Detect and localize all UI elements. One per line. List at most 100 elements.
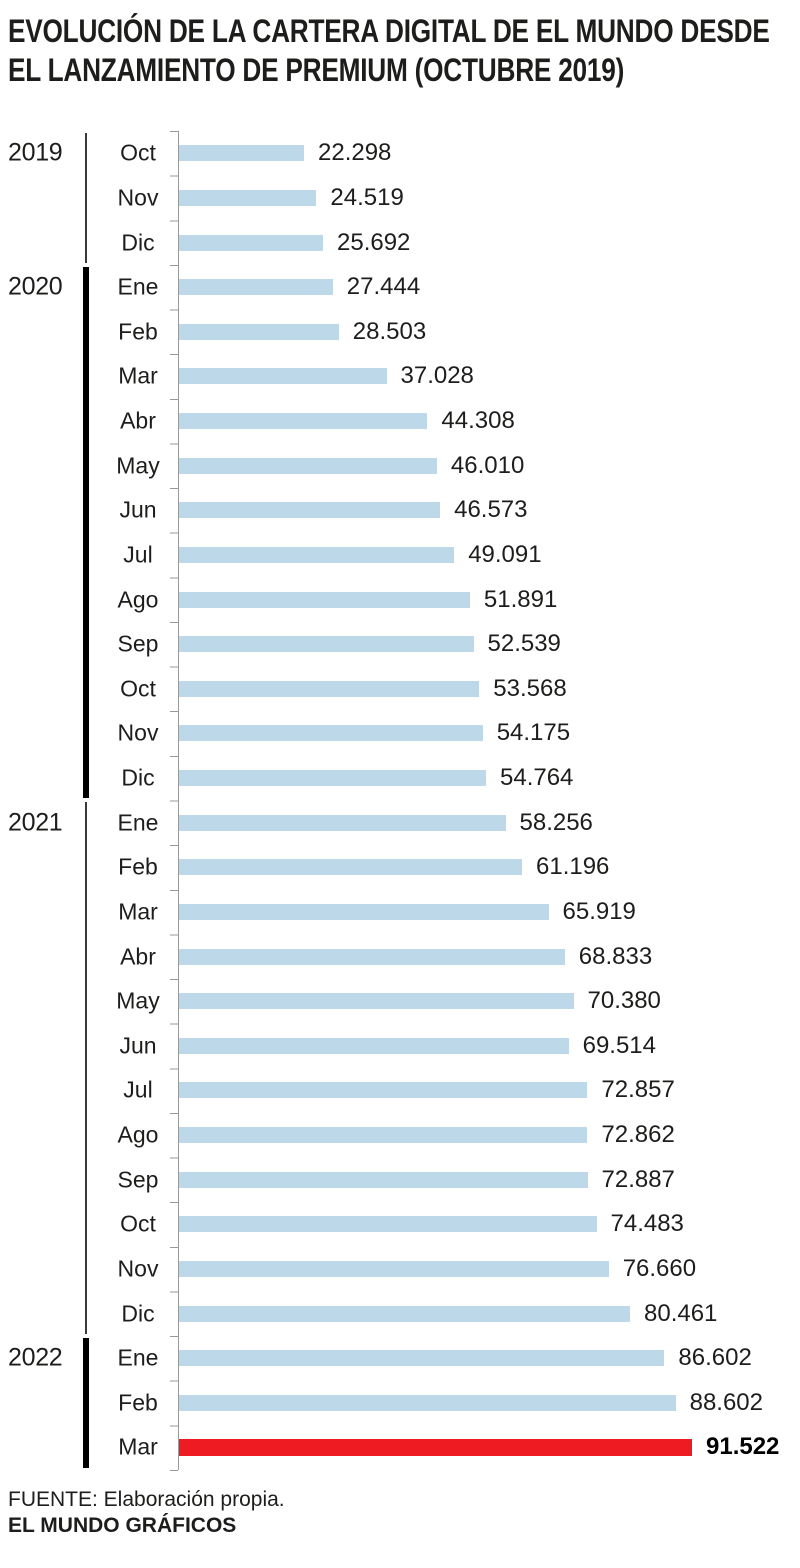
chart-row: Nov 54.175	[0, 711, 800, 756]
bar-cell: 91.522	[179, 1425, 800, 1470]
chart-row: Dic 25.692	[0, 220, 800, 265]
chart-row: Jun 46.573	[0, 488, 800, 533]
month-label: Nov	[117, 184, 159, 211]
bar	[179, 1350, 665, 1367]
bar	[179, 1171, 588, 1188]
chart-row: Nov 24.519	[0, 176, 800, 221]
chart-row: Abr 44.308	[0, 399, 800, 444]
month-label: Sep	[117, 630, 159, 657]
month-label: Sep	[117, 1166, 159, 1193]
bar-cell: 27.444	[179, 265, 800, 310]
bar	[179, 1037, 569, 1054]
month-label: Jun	[119, 1032, 157, 1059]
chart-row: Oct 74.483	[0, 1202, 800, 1247]
value-label: 46.010	[450, 451, 525, 479]
footer: FUENTE: Elaboración propia. EL MUNDO GRÁ…	[8, 1487, 285, 1539]
month-label: Jul	[123, 1076, 153, 1103]
month-label: Mar	[118, 898, 158, 925]
month-label: Jul	[123, 541, 153, 568]
value-label: 44.308	[441, 407, 515, 435]
bar	[179, 636, 474, 653]
value-label: 22.298	[318, 139, 392, 167]
bar-cell: 37.028	[179, 354, 800, 399]
chart-row: Ago 72.862	[0, 1113, 800, 1158]
month-label: Ene	[117, 273, 159, 300]
credit-line: EL MUNDO GRÁFICOS	[8, 1514, 237, 1537]
value-label: 58.256	[519, 808, 593, 836]
bar	[179, 859, 522, 876]
month-label: Feb	[118, 318, 158, 345]
chart-row: Sep 52.539	[0, 622, 800, 667]
bar-cell: 86.602	[179, 1336, 800, 1381]
chart-row: Jun 69.514	[0, 1024, 800, 1069]
month-label: Ago	[117, 586, 159, 613]
bar-cell: 72.887	[179, 1157, 800, 1202]
month-label: Abr	[120, 943, 156, 970]
chart-row: Dic 80.461	[0, 1291, 800, 1336]
chart-rows: 2019 Oct 22.298 Nov 24.519 Dic 25.692 20…	[0, 131, 800, 1470]
chart-row: Dic 54.764	[0, 756, 800, 801]
month-label: Mar	[118, 362, 158, 389]
year-line-2021	[85, 802, 87, 1335]
value-label: 69.514	[582, 1031, 656, 1059]
chart-row: Nov 76.660	[0, 1247, 800, 1292]
month-label: Nov	[117, 1255, 159, 1282]
bar-cell: 25.692	[179, 220, 800, 265]
bar-cell: 88.602	[179, 1381, 800, 1426]
chart-row: 2021 Ene 58.256	[0, 800, 800, 845]
year-line-2022	[83, 1338, 89, 1468]
chart-row: 2022 Ene 86.602	[0, 1336, 800, 1381]
bar-cell: 72.862	[179, 1113, 800, 1158]
chart-row: Mar 37.028	[0, 354, 800, 399]
bar	[179, 680, 480, 697]
month-label: Dic	[121, 229, 155, 256]
year-label: 2021	[8, 808, 63, 837]
bar	[179, 413, 428, 430]
value-label: 25.692	[337, 228, 411, 256]
value-label: 70.380	[587, 987, 661, 1015]
title-line-2: EL LANZAMIENTO DE PREMIUM (OCTUBRE 2019)	[8, 52, 625, 88]
month-label: Nov	[117, 719, 159, 746]
bar-cell: 61.196	[179, 845, 800, 890]
bar	[179, 1305, 630, 1322]
year-line-2020	[83, 266, 89, 799]
bar	[179, 1438, 692, 1456]
chart-row: Abr 68.833	[0, 934, 800, 979]
chart-row: May 70.380	[0, 979, 800, 1024]
value-label: 68.833	[578, 942, 653, 970]
value-label: 65.919	[562, 897, 636, 925]
bar	[179, 814, 506, 831]
value-label: 49.091	[468, 540, 542, 568]
month-label: Oct	[120, 139, 156, 166]
bar-cell: 46.010	[179, 443, 800, 488]
chart-row: Feb 28.503	[0, 310, 800, 355]
bar-cell: 54.764	[179, 756, 800, 801]
value-label: 52.539	[487, 630, 561, 658]
value-label: 54.175	[496, 719, 571, 747]
bar-cell: 54.175	[179, 711, 800, 756]
value-label: 24.519	[330, 183, 404, 211]
chart-row: Feb 88.602	[0, 1381, 800, 1426]
bar-cell: 46.573	[179, 488, 800, 533]
chart-row: Sep 72.887	[0, 1157, 800, 1202]
bar	[179, 502, 441, 519]
bar-cell: 58.256	[179, 800, 800, 845]
value-label: 28.503	[352, 317, 427, 345]
chart-row: Jul 72.857	[0, 1068, 800, 1113]
month-label: Feb	[118, 853, 158, 880]
bar	[179, 591, 470, 608]
source-line: FUENTE: Elaboración propia.	[8, 1488, 285, 1511]
month-label: Ago	[117, 1121, 159, 1148]
bar-cell: 53.568	[179, 667, 800, 712]
bar	[179, 457, 437, 474]
bar	[179, 189, 317, 206]
chart-row: Ago 51.891	[0, 577, 800, 622]
value-label: 27.444	[346, 273, 421, 301]
bar-cell: 51.891	[179, 577, 800, 622]
bar-cell: 69.514	[179, 1024, 800, 1069]
bar-cell: 52.539	[179, 622, 800, 667]
value-label: 46.573	[454, 496, 528, 524]
bar	[179, 1082, 588, 1099]
chart-row: Oct 53.568	[0, 667, 800, 712]
value-label: 51.891	[483, 585, 558, 613]
